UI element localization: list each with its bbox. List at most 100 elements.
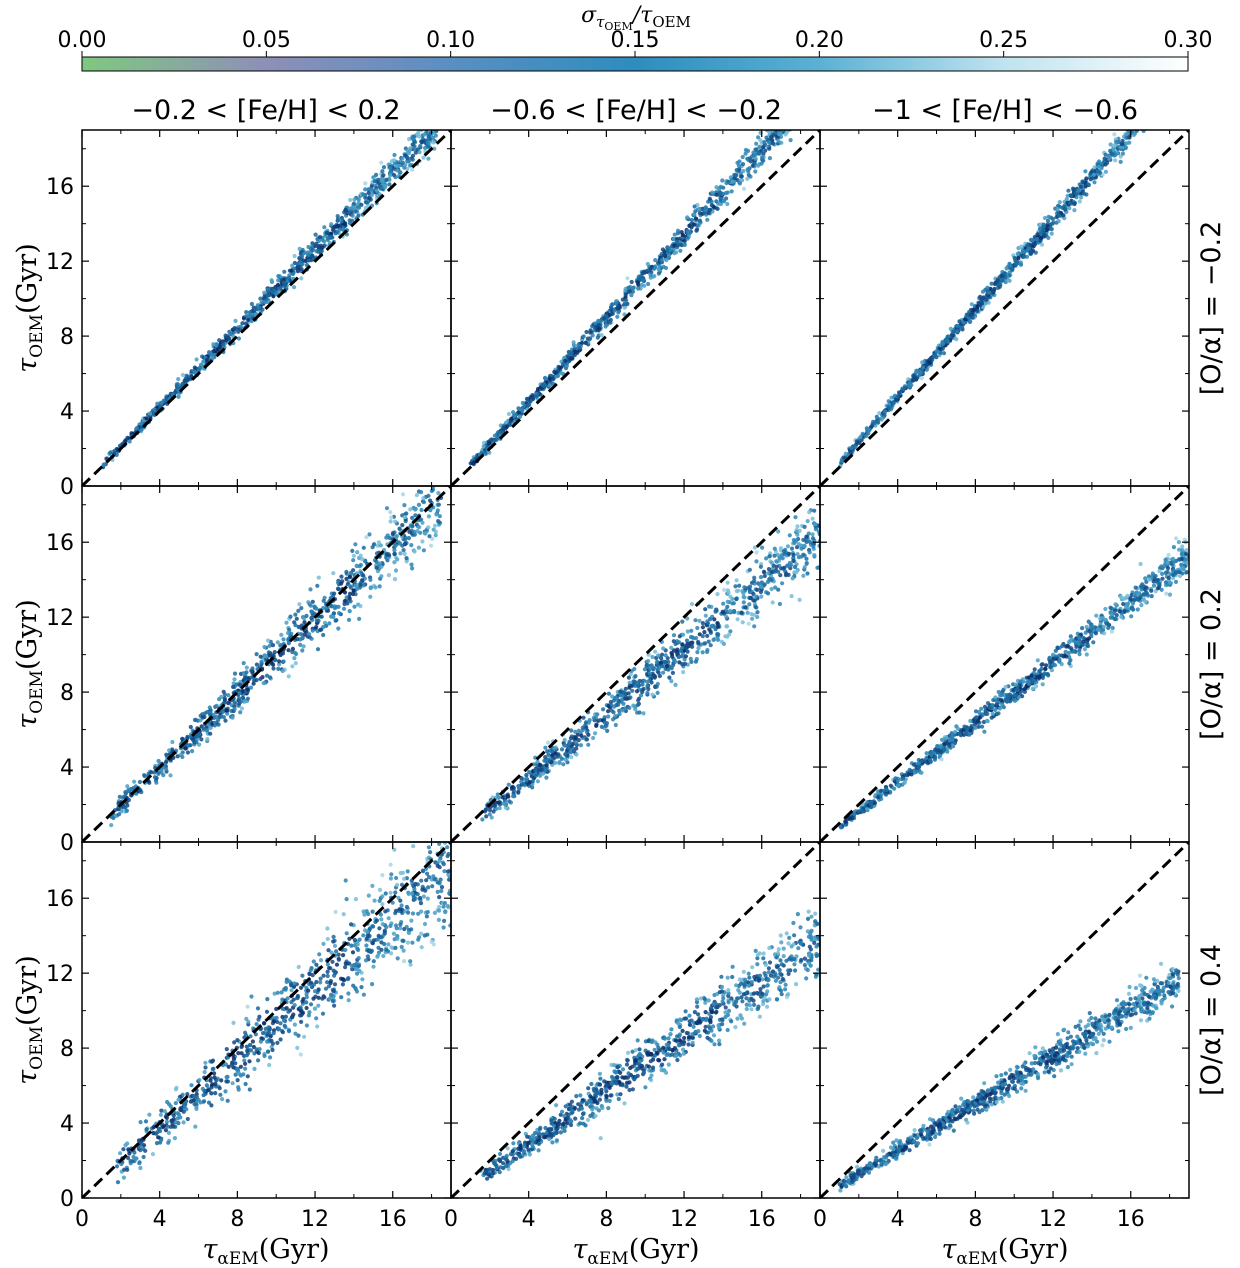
data-point	[661, 670, 666, 675]
data-point	[645, 690, 650, 696]
data-point	[546, 752, 551, 758]
colorbar: στOEM/τOEM 0.00 0.05 0.10 0.15 0.20 0.25 0.30	[58, 3, 1212, 72]
data-point	[426, 156, 431, 161]
data-point	[652, 274, 657, 279]
data-point	[1145, 105, 1149, 109]
data-point	[281, 659, 286, 664]
data-point	[1108, 148, 1113, 153]
data-point	[602, 720, 607, 725]
data-point	[1041, 673, 1046, 678]
data-point	[593, 731, 598, 736]
data-point	[700, 621, 706, 626]
data-point	[782, 551, 787, 556]
data-point	[295, 265, 301, 270]
data-point	[164, 759, 169, 764]
data-point	[1083, 184, 1088, 189]
data-point	[308, 603, 313, 608]
data-point	[789, 123, 793, 127]
data-point	[1049, 231, 1054, 236]
data-point	[1118, 159, 1123, 164]
data-point	[685, 215, 690, 220]
data-point	[802, 98, 806, 102]
data-point	[429, 118, 433, 122]
data-point	[214, 714, 219, 720]
data-point	[280, 668, 285, 674]
data-point	[613, 722, 618, 728]
data-point	[685, 629, 690, 634]
data-point	[627, 289, 633, 294]
data-point	[891, 400, 896, 405]
data-point	[706, 639, 711, 644]
data-point	[356, 202, 361, 207]
x-axis-label-2: ταEM(Gyr)	[572, 1234, 699, 1268]
data-point	[358, 604, 363, 609]
data-point	[752, 545, 758, 550]
data-point	[167, 748, 172, 753]
data-point	[341, 606, 347, 611]
data-point	[802, 112, 806, 116]
data-point	[293, 661, 298, 666]
data-point	[388, 170, 393, 175]
data-point	[246, 317, 251, 322]
data-point	[1159, 587, 1164, 592]
data-point	[1125, 593, 1130, 599]
data-point	[753, 169, 758, 174]
data-point	[417, 525, 422, 530]
data-point	[762, 573, 767, 579]
data-point	[211, 342, 216, 347]
data-point	[558, 365, 564, 370]
data-point	[1048, 659, 1053, 664]
data-point	[689, 218, 695, 223]
data-point	[561, 762, 566, 767]
data-point	[409, 543, 414, 548]
panel-r2-c3	[819, 485, 1190, 843]
data-point	[433, 133, 438, 138]
data-point	[224, 338, 229, 343]
data-point	[344, 595, 349, 600]
data-point	[754, 141, 759, 146]
data-point	[366, 196, 371, 201]
data-point	[720, 178, 725, 183]
data-point	[683, 654, 689, 659]
data-point	[1099, 161, 1105, 166]
data-point	[154, 780, 159, 785]
data-point	[804, 534, 809, 540]
data-point	[321, 632, 326, 638]
data-point	[759, 148, 764, 153]
data-point	[533, 768, 538, 773]
data-point	[375, 193, 380, 198]
data-point	[810, 536, 816, 541]
data-point	[183, 378, 188, 384]
data-point	[237, 691, 242, 696]
data-point	[741, 591, 746, 596]
data-point	[544, 775, 549, 780]
data-point	[427, 119, 431, 123]
data-point	[127, 439, 132, 444]
data-point	[728, 594, 733, 599]
data-point	[697, 218, 703, 223]
data-point	[1042, 232, 1047, 237]
data-point	[1120, 138, 1125, 143]
data-point	[208, 725, 213, 731]
data-point	[1078, 184, 1084, 190]
data-point	[801, 95, 805, 99]
data-point	[1140, 118, 1144, 122]
data-point	[813, 522, 818, 527]
data-point	[730, 179, 735, 184]
data-point	[1102, 156, 1107, 161]
data-point	[180, 372, 185, 378]
data-point	[1177, 573, 1183, 579]
data-point	[705, 621, 711, 626]
data-point	[961, 727, 966, 732]
data-point	[413, 150, 418, 155]
data-point	[975, 308, 980, 313]
data-point	[798, 99, 802, 103]
data-point	[789, 108, 793, 112]
data-point	[799, 108, 803, 112]
data-point	[364, 535, 369, 540]
data-point	[659, 664, 665, 669]
data-point	[628, 695, 633, 700]
data-point	[611, 698, 617, 703]
data-point	[733, 584, 738, 589]
data-point	[1144, 120, 1148, 124]
